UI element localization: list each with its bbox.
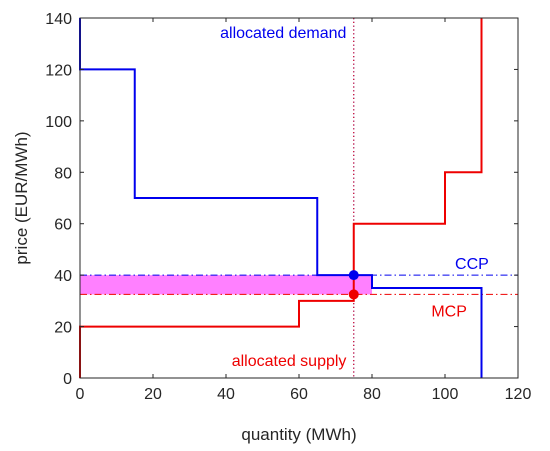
- x-tick-label: 100: [432, 386, 459, 403]
- reference-labels-layer: CCP MCP allocated demand allocated supply: [220, 25, 489, 370]
- series-layer: [79, 18, 483, 378]
- y-tick-label: 40: [54, 268, 72, 285]
- reference-lines-layer: [80, 18, 518, 378]
- points-layer: [348, 270, 359, 300]
- reference-label-mcp: MCP: [431, 303, 467, 320]
- y-tick-label: 120: [45, 62, 72, 79]
- x-tick-label: 0: [76, 386, 85, 403]
- x-tick-label: 20: [144, 386, 162, 403]
- shaded-band-layer: [80, 275, 372, 295]
- demand-curve: [79, 18, 483, 378]
- y-tick-label: 140: [45, 11, 72, 28]
- x-tick-label: 40: [217, 386, 235, 403]
- equilibrium-point-2: [348, 289, 359, 300]
- equilibrium-point-1: [348, 270, 359, 281]
- x-tick-label: 80: [363, 386, 381, 403]
- y-axis-title: price (EUR/MWh): [12, 131, 31, 264]
- y-tick-label: 80: [54, 165, 72, 182]
- reference-label-ccp: CCP: [455, 256, 489, 273]
- reference-label-allocated-supply: allocated supply: [232, 353, 347, 370]
- ticks-layer: 0 20 40 60 80 100 120 0 20 40 60 80 100 120 140: [45, 11, 531, 403]
- x-tick-label: 120: [505, 386, 532, 403]
- x-axis-title: quantity (MWh): [241, 425, 356, 444]
- y-tick-label: 100: [45, 114, 72, 131]
- supply-curve: [79, 18, 483, 378]
- reference-label-allocated-demand: allocated demand: [220, 25, 346, 42]
- y-tick-label: 60: [54, 217, 72, 234]
- shaded-band: [80, 275, 372, 295]
- x-tick-label: 60: [290, 386, 308, 403]
- y-tick-label: 20: [54, 320, 72, 337]
- y-tick-label: 0: [63, 371, 72, 388]
